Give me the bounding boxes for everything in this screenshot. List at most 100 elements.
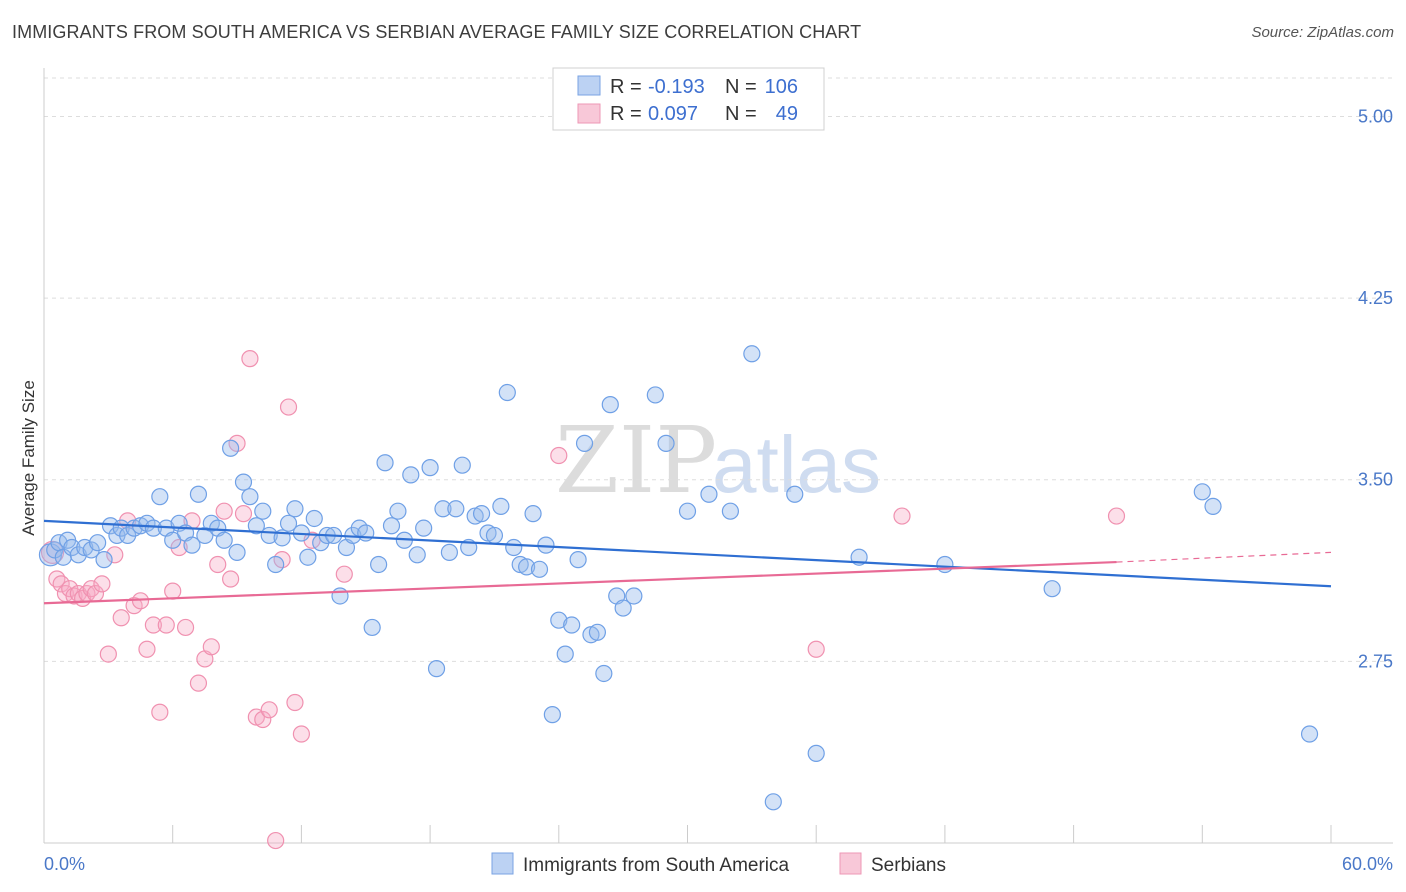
serbians-point-42	[292, 725, 310, 743]
south-america-point-88	[595, 664, 613, 683]
south-america-point-58	[402, 466, 420, 484]
south-america-point-71	[485, 526, 504, 545]
south-america-point-42	[299, 548, 317, 566]
serbians-point-13	[106, 546, 124, 564]
south-america-trend-line	[43, 519, 1332, 588]
south-america-point-10	[95, 551, 113, 569]
south-america-point-103	[936, 555, 954, 574]
south-america-point-30	[222, 439, 240, 457]
legend-n-value-1: 106	[765, 76, 798, 98]
serbians-point-12	[99, 645, 117, 663]
south-america-point-29	[215, 531, 233, 549]
south-america-point-65	[447, 500, 465, 518]
south-america-point-96	[700, 485, 718, 503]
south-america-point-59	[408, 546, 426, 564]
south-america-point-95	[678, 502, 697, 520]
south-america-point-24	[183, 536, 201, 554]
bottom-legend: Immigrants from South America Serbians	[491, 852, 946, 876]
serbians-point-33	[234, 505, 253, 523]
watermark-atlas: atlas	[712, 420, 881, 509]
south-america-point-61	[421, 459, 439, 477]
y-tick-labels: 2.75 3.50 4.25 5.00	[1358, 106, 1393, 671]
gridlines	[44, 77, 1393, 662]
south-america-point-18	[144, 519, 162, 537]
south-america-point-39	[279, 514, 298, 532]
bottom-legend-label-serbians: Serbians	[871, 855, 946, 876]
south-america-point-34	[247, 517, 265, 535]
south-america-point-40	[286, 500, 304, 518]
serbians-point-24	[176, 618, 195, 637]
south-america-point-92	[625, 587, 643, 605]
south-america-point-98	[743, 345, 761, 363]
south-america-point-76	[518, 558, 536, 576]
serbians-point-46	[807, 640, 825, 658]
south-america-point-3	[54, 548, 72, 566]
south-america-point-94	[657, 434, 675, 452]
south-america-point-77	[524, 505, 542, 523]
axes	[43, 68, 1393, 844]
south-america-point-73	[498, 383, 516, 402]
south-america-point-99	[764, 793, 782, 811]
south-america-point-72	[492, 497, 510, 515]
serbians-points	[40, 350, 1126, 850]
source-label: Source: ZipAtlas.com	[1251, 24, 1394, 41]
south-america-point-53	[370, 555, 388, 574]
south-america-point-101	[807, 744, 825, 762]
serbians-point-36	[254, 710, 272, 729]
y-tick-label-2: 4.25	[1358, 288, 1393, 308]
legend-swatch-pink	[577, 103, 601, 124]
south-america-point-35	[254, 502, 272, 520]
legend-n-label-2: N =	[725, 103, 757, 125]
south-america-point-93	[646, 386, 664, 404]
south-america-point-21	[164, 531, 182, 549]
south-america-point-37	[267, 555, 285, 574]
south-america-point-89	[601, 396, 619, 414]
south-america-point-100	[786, 485, 804, 503]
trend-lines	[43, 519, 1332, 605]
serbians-point-47	[893, 507, 911, 525]
y-tick-label-3: 5.00	[1358, 106, 1393, 126]
south-america-point-19	[151, 488, 169, 506]
south-america-points	[38, 345, 1319, 811]
serbians-point-29	[209, 555, 227, 574]
serbians-point-37	[260, 701, 278, 719]
south-america-point-81	[550, 611, 568, 629]
south-america-point-9	[89, 534, 107, 552]
south-america-point-91	[614, 599, 632, 617]
bottom-legend-swatch-pink	[839, 852, 862, 875]
x-tick-label-min: 0.0%	[44, 854, 85, 874]
south-america-point-52	[363, 618, 381, 637]
serbians-point-34	[241, 350, 259, 368]
south-america-point-54	[376, 454, 394, 472]
y-axis-label: Average Family Size	[19, 380, 38, 536]
south-america-point-105	[1193, 483, 1211, 501]
legend-n-value-2: 49	[776, 103, 798, 125]
serbians-point-48	[1107, 507, 1126, 525]
south-america-point-55	[382, 517, 401, 535]
legend-r-label-2: R =	[610, 103, 642, 125]
south-america-point-104	[1043, 580, 1061, 598]
y-tick-label-1: 3.50	[1358, 470, 1393, 490]
south-america-point-60	[415, 519, 433, 537]
serbians-point-14	[112, 609, 130, 627]
bottom-legend-swatch-blue	[491, 852, 514, 875]
legend-r-value-1: -0.193	[648, 76, 705, 98]
legend-r-label-1: R =	[610, 76, 642, 98]
serbians-point-20	[151, 703, 169, 721]
south-america-point-62	[427, 660, 446, 678]
south-america-point-63	[434, 500, 452, 518]
serbians-point-2	[52, 575, 70, 593]
legend-swatch-blue	[577, 75, 601, 96]
south-america-point-64	[440, 543, 459, 561]
legend-r-value-2: 0.097	[648, 103, 698, 125]
y-tick-label-0: 2.75	[1358, 651, 1393, 671]
serbians-point-26	[189, 674, 208, 692]
south-america-point-83	[563, 616, 581, 634]
serbians-point-22	[164, 582, 182, 600]
south-america-point-69	[472, 505, 491, 523]
serbians-trend-line	[43, 560, 1117, 605]
serbians-point-31	[222, 570, 240, 588]
south-america-point-31	[228, 543, 246, 561]
serbians-point-40	[279, 398, 298, 416]
